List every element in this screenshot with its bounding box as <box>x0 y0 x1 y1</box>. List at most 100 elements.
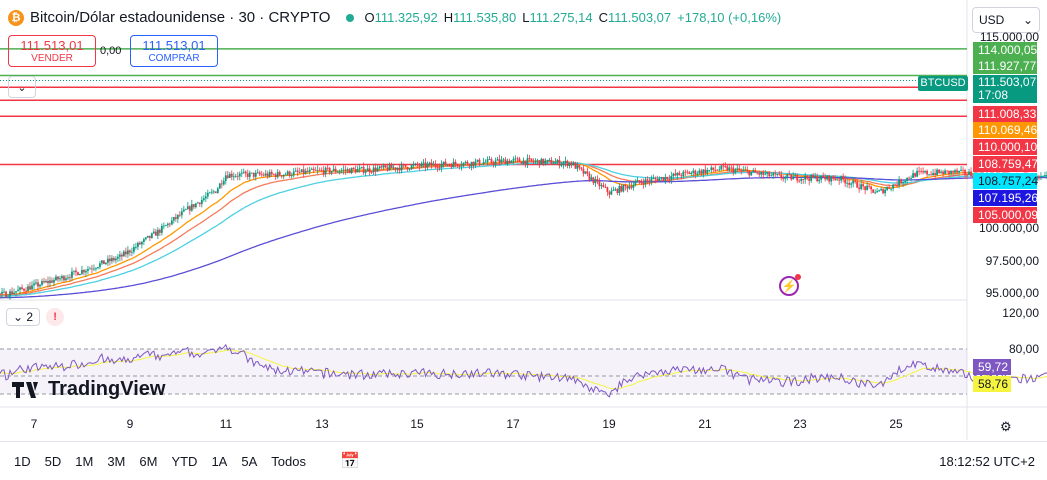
symbol-title[interactable]: Bitcoin/Dólar estadounidense · 30 · CRYP… <box>30 9 331 26</box>
indicator-count-button[interactable]: ⌄ 2 <box>6 308 41 326</box>
candle-body <box>584 171 587 174</box>
currency-select[interactable]: USD ⌄ <box>972 7 1040 33</box>
candle-body <box>43 281 45 283</box>
candle-body <box>274 174 277 178</box>
candle-body <box>93 268 95 270</box>
range-ytd[interactable]: YTD <box>171 453 198 469</box>
candle-body <box>812 174 815 178</box>
clock-time[interactable]: 18:12:52 UTC+2 <box>939 453 1035 469</box>
candle-body <box>248 172 251 177</box>
open-label: O <box>364 10 375 25</box>
range-5y[interactable]: 5A <box>241 453 258 469</box>
candle-body <box>928 174 930 176</box>
candle-body <box>125 251 127 255</box>
candle-body <box>734 169 737 173</box>
candle-body <box>634 182 637 186</box>
range-3m[interactable]: 3M <box>107 453 126 469</box>
x-axis-label: 15 <box>410 417 424 431</box>
candle-body <box>89 268 91 270</box>
range-1d[interactable]: 1D <box>14 453 31 469</box>
candle-body <box>75 270 77 273</box>
candle-body <box>342 169 345 171</box>
level-tag: 105.000,09 <box>973 207 1038 223</box>
candle-body <box>132 247 135 252</box>
calendar-icon[interactable]: 📅 <box>339 453 360 470</box>
sell-button[interactable]: 111.513,01 VENDER <box>8 35 96 67</box>
candle-body <box>101 260 103 264</box>
market-status-dot <box>346 13 355 22</box>
candle-body <box>650 178 653 182</box>
candle-body <box>262 174 265 176</box>
flash-icon[interactable]: ⚡ <box>779 274 801 296</box>
warning-icon[interactable]: ! <box>46 308 65 326</box>
bar-countdown: 17:08 <box>978 88 1009 102</box>
candle-body <box>278 172 281 176</box>
high-label: H <box>443 10 454 25</box>
sell-price: 111.513,01 <box>20 38 84 53</box>
candle-body <box>936 169 938 175</box>
buy-button[interactable]: 111.513,01 COMPRAR <box>130 35 218 67</box>
candle-body <box>872 189 875 193</box>
range-1m[interactable]: 1M <box>75 453 94 469</box>
candle-body <box>922 171 924 173</box>
x-axis-label: 23 <box>793 417 807 431</box>
candle-body <box>722 165 725 167</box>
candle-body <box>690 172 693 175</box>
candle-body <box>0 293 1 295</box>
level-tag: 114.000,05 <box>973 42 1037 58</box>
candle-body <box>186 206 189 210</box>
candle-body <box>172 217 175 221</box>
candle-body <box>518 158 521 162</box>
candle-body <box>396 167 399 170</box>
range-1y[interactable]: 1A <box>211 453 228 469</box>
candle-body <box>1 291 3 294</box>
candle-body <box>266 173 269 177</box>
candle-body <box>648 180 651 182</box>
candle-body <box>818 179 821 182</box>
gear-icon[interactable]: ⚙ <box>1000 419 1012 434</box>
candle-body <box>736 168 739 170</box>
candle-body <box>398 167 401 171</box>
candle-body <box>896 184 898 186</box>
candle-body <box>170 220 173 225</box>
candle-body <box>912 173 914 178</box>
candle-body <box>282 174 285 177</box>
candle-body <box>264 173 267 176</box>
candle-body <box>180 211 183 216</box>
candle-body <box>346 169 349 171</box>
candle-body <box>320 169 323 171</box>
candle-body <box>654 178 657 180</box>
candle-body <box>904 180 906 183</box>
candle-body <box>726 166 729 171</box>
candle-body <box>105 262 107 265</box>
candle-body <box>532 160 535 162</box>
candle-body <box>868 185 871 187</box>
candle-body <box>680 175 683 177</box>
range-5d[interactable]: 5D <box>44 453 62 469</box>
candle-body <box>302 169 305 174</box>
candle-body <box>51 280 53 283</box>
candle-body <box>140 241 143 245</box>
chart-canvas[interactable] <box>0 0 1047 440</box>
candle-body <box>368 168 371 173</box>
candle-body <box>948 170 950 174</box>
candle-body <box>778 174 781 175</box>
x-axis-label: 13 <box>315 417 329 431</box>
ema-line <box>0 176 1047 299</box>
tradingview-logo[interactable]: TradingView <box>12 378 165 401</box>
candle-body <box>59 278 61 280</box>
candle-body <box>378 166 381 169</box>
candle-body <box>826 175 829 180</box>
indicator-controls: ⌄ 2 ! <box>6 308 65 326</box>
candle-body <box>588 173 591 180</box>
candle-body <box>854 180 857 182</box>
candle-body <box>516 158 519 160</box>
candle-body <box>192 204 195 208</box>
range-all[interactable]: Todos <box>271 453 306 469</box>
collapse-chevron-icon[interactable]: ⌄ <box>8 76 36 98</box>
range-6m[interactable]: 6M <box>139 453 158 469</box>
candle-body <box>208 192 211 194</box>
candle-body <box>442 161 445 165</box>
candle-body <box>198 202 201 205</box>
candle-body <box>352 167 355 169</box>
